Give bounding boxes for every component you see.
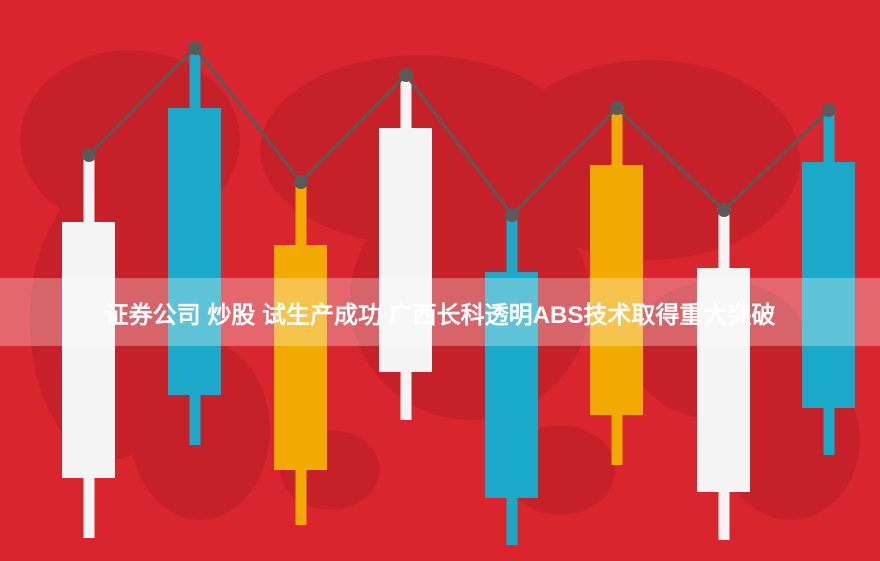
headline-band: 证券公司 炒股 试生产成功 广西长科透明ABS技术取得重大突破 xyxy=(0,278,880,346)
stage: 证券公司 炒股 试生产成功 广西长科透明ABS技术取得重大突破 xyxy=(0,0,880,561)
headline-text: 证券公司 炒股 试生产成功 广西长科透明ABS技术取得重大突破 xyxy=(105,295,776,330)
